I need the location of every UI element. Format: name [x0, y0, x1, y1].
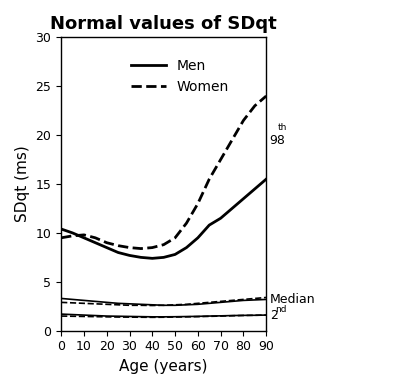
Men [207, 223, 212, 228]
Women [70, 233, 75, 238]
Women [173, 235, 178, 240]
Men [70, 231, 75, 235]
Line: Women: Women [61, 96, 266, 249]
Women [252, 103, 257, 108]
Line: Men: Men [61, 179, 266, 258]
Title: Normal values of SDqt: Normal values of SDqt [50, 15, 277, 33]
Men [116, 250, 120, 255]
Women [161, 242, 166, 247]
Women [207, 177, 212, 182]
Men [218, 216, 223, 221]
Men [59, 227, 64, 231]
Women [116, 243, 120, 248]
Text: nd: nd [275, 305, 286, 314]
Men [161, 255, 166, 260]
Text: th: th [278, 123, 288, 132]
Women [138, 246, 143, 251]
Women [241, 118, 246, 123]
Men [252, 187, 257, 191]
Men [150, 256, 155, 261]
Women [184, 221, 189, 226]
Women [196, 201, 200, 206]
Men [127, 253, 132, 258]
Men [196, 235, 200, 240]
Men [241, 196, 246, 201]
Men [184, 245, 189, 250]
Women [93, 235, 98, 240]
Text: 2: 2 [270, 309, 278, 322]
Women [218, 157, 223, 162]
Text: Median: Median [270, 293, 315, 306]
Men [82, 235, 86, 240]
Men [104, 245, 109, 250]
Men [173, 252, 178, 257]
Men [138, 255, 143, 260]
X-axis label: Age (years): Age (years) [120, 359, 208, 374]
Women [264, 94, 269, 98]
Men [93, 240, 98, 245]
Women [127, 245, 132, 250]
Legend: Men, Women: Men, Women [126, 53, 235, 99]
Women [82, 233, 86, 237]
Women [150, 245, 155, 250]
Y-axis label: SDqt (ms): SDqt (ms) [15, 145, 30, 223]
Women [59, 235, 64, 240]
Men [264, 177, 269, 182]
Women [230, 138, 234, 142]
Women [104, 240, 109, 245]
Text: 98: 98 [270, 133, 286, 147]
Men [230, 206, 234, 211]
